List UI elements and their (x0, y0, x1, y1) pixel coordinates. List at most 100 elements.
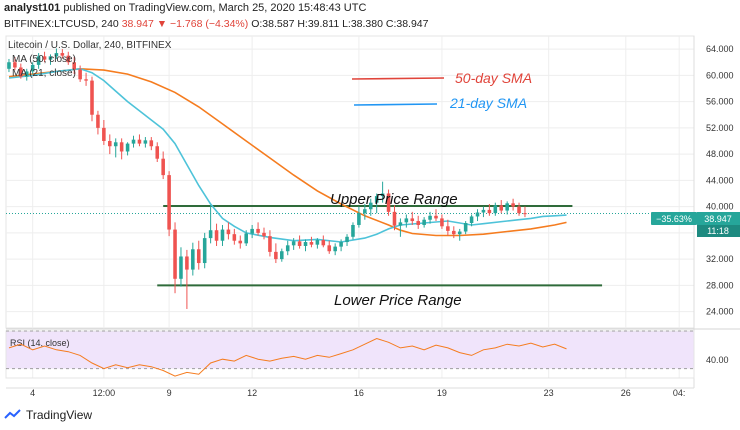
last-price-tag (697, 212, 740, 225)
rsi-line (8, 337, 567, 377)
candle-down (96, 114, 100, 128)
candle-up (250, 228, 254, 234)
symbol-label: BITFINEX:LTCUSD, 240 (4, 18, 119, 30)
candle-down (440, 218, 444, 227)
candle-down (487, 209, 492, 214)
candle-up (505, 203, 509, 211)
candle-down (42, 56, 47, 60)
candle-up (285, 245, 290, 252)
legend-ma50: MA (50, close) (12, 54, 76, 65)
candle-up (398, 222, 403, 226)
candle-down (321, 240, 326, 246)
rsi-band (6, 331, 694, 369)
candle-up (351, 224, 355, 237)
candle-down (232, 234, 237, 241)
rsi-level-label: 40.00 (706, 355, 729, 365)
author-name[interactable]: analyst101 (4, 2, 61, 14)
percent-tag-text: −35.63% (656, 214, 692, 224)
candle-down (155, 146, 160, 159)
rsi-panel[interactable]: RSI (14, close) 40.00 (5, 328, 740, 379)
candle-up (428, 215, 432, 220)
candle-up (30, 64, 35, 72)
time-tick-label: 16 (354, 388, 364, 398)
candle-up (475, 212, 480, 217)
timer-tag (697, 225, 740, 237)
candle-up (202, 238, 207, 264)
candle-down (149, 140, 154, 147)
candle-up (143, 140, 148, 144)
last-price-tag-text: 38.947 (704, 214, 732, 224)
candle-down (392, 211, 397, 226)
candle-up (481, 209, 486, 213)
candle-up (36, 56, 41, 65)
candle-down (137, 139, 142, 144)
ohlc-label: O:38.587 H:39.811 L:38.380 C:38.947 (251, 18, 429, 30)
candle-up (280, 251, 284, 260)
candle-down (416, 221, 420, 225)
candle-up (345, 236, 349, 243)
candle-up (463, 223, 468, 232)
candle-down (185, 256, 189, 270)
candle-up (208, 230, 213, 239)
candle-up (113, 142, 118, 147)
price-tick-label: 48.000 (706, 149, 734, 159)
change-label: ▼ −1.768 (−4.34%) (156, 18, 249, 30)
sma50-line (8, 67, 567, 237)
time-tick-label: 04: (673, 388, 686, 398)
sma21-legend-line (353, 103, 438, 106)
upper-range-label: Upper Price Range (330, 191, 458, 208)
sma21-annotation: 21-day SMA (449, 95, 527, 111)
footer-brand[interactable]: TradingView (4, 408, 92, 422)
candle-down (327, 245, 332, 252)
price-tick-label: 60.000 (706, 70, 734, 80)
candle-down (226, 229, 231, 235)
price-tick-label: 28.000 (706, 280, 734, 290)
price-ranges (157, 204, 603, 287)
price-tick-label: 40.000 (706, 202, 734, 212)
time-tick-label: 19 (437, 388, 447, 398)
candle-down (499, 205, 504, 211)
candle-down (268, 236, 272, 252)
candle-down (196, 249, 201, 264)
candle-down (102, 127, 106, 141)
candle-down (173, 229, 177, 279)
candle-down (167, 175, 171, 230)
time-tick-label: 23 (544, 388, 554, 398)
price-tags: −35.63% 38.947 11:18 (651, 212, 740, 237)
candle-up (7, 62, 11, 69)
candle-up (457, 231, 462, 235)
candle-down (119, 142, 124, 152)
candle-down (517, 206, 521, 214)
brand-name: TradingView (26, 408, 93, 422)
candle-down (297, 241, 302, 246)
candles (7, 48, 527, 309)
price-tick-label: 32.000 (706, 254, 734, 264)
candle-down (161, 158, 165, 176)
plot-frame (5, 35, 695, 329)
time-tick-label: 12:00 (93, 388, 116, 398)
candle-up (363, 209, 367, 214)
candle-up (374, 196, 379, 203)
candle-up (125, 143, 130, 152)
price-tick-label: 64.000 (706, 44, 734, 54)
grid-lines (5, 35, 695, 378)
candle-down (446, 226, 450, 231)
candle-up (333, 246, 337, 252)
time-tick-label: 9 (167, 388, 172, 398)
candle-up (54, 53, 59, 57)
candle-down (511, 203, 515, 207)
candle-up (291, 241, 296, 246)
candle-up (303, 242, 308, 246)
candle-down (84, 79, 88, 81)
candle-down (19, 67, 23, 77)
candle-up (469, 216, 474, 224)
candle-down (434, 215, 438, 219)
candle-down (108, 140, 112, 147)
time-tick-label: 4 (30, 388, 35, 398)
symbol-info: BITFINEX:LTCUSD, 240 38.947 ▼ −1.768 (−4… (4, 18, 428, 30)
percent-tag (651, 212, 697, 225)
candle-down (262, 232, 266, 237)
candle-up (191, 249, 195, 270)
